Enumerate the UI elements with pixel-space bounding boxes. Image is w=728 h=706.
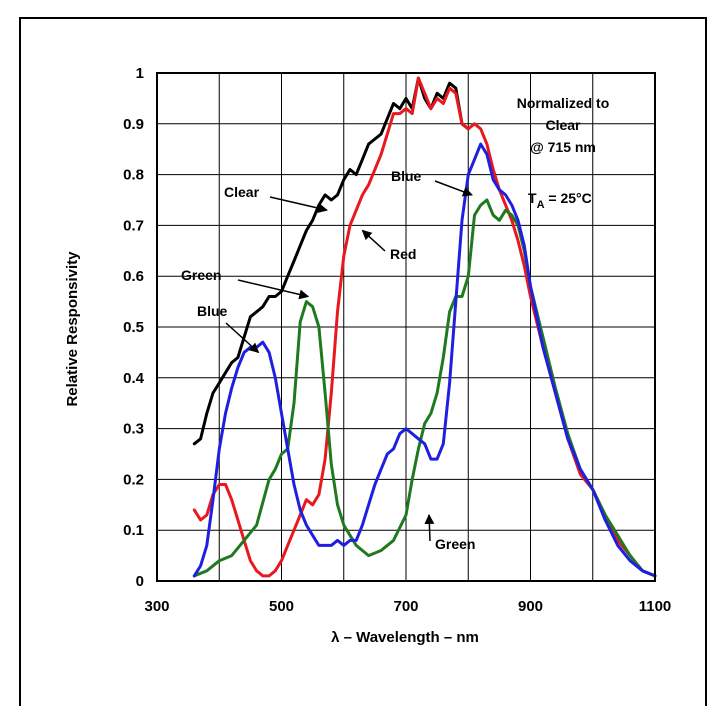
x-tick-label: 900: [518, 598, 543, 615]
y-tick-label: 1: [136, 65, 144, 82]
annotation-label-blue: Blue: [391, 168, 422, 184]
annotation-arrow: [225, 322, 260, 354]
tick-labels: 300 500 700 900 1100 0 0.1 0.2 0.3 0.4 0.5 0.6 0.7 0.…: [123, 65, 671, 615]
y-tick-label: 0.8: [123, 167, 144, 184]
y-tick-label: 0.2: [123, 471, 144, 488]
y-tick-label: 0.6: [123, 268, 144, 285]
x-tick-label: 700: [393, 598, 418, 615]
plot-border: [156, 72, 656, 582]
y-tick-label: 0.7: [123, 217, 144, 234]
annotation-arrow: [237, 279, 310, 300]
annotation-label-blue: Blue: [197, 303, 228, 319]
series-line-red: [192, 76, 657, 578]
series-line-green: [192, 198, 657, 578]
series-layer: [192, 76, 657, 578]
y-tick-label: 0.3: [123, 421, 144, 438]
temperature-note: TA = 25°C: [528, 190, 592, 211]
y-tick-label: 0.5: [123, 319, 144, 336]
temp-subscript: A: [537, 199, 545, 211]
note-line-2: Clear: [545, 117, 581, 133]
note-line-1: Normalized to: [517, 95, 610, 111]
annotation-label-red: Red: [390, 246, 416, 262]
y-tick-label: 0.4: [123, 370, 145, 387]
y-tick-label: 0.9: [123, 116, 144, 133]
y-axis-label: Relative Responsivity: [64, 251, 81, 407]
normalization-note: Normalized to Clear @ 715 nm TA = 25°C: [517, 95, 610, 211]
annotation-arrow: [269, 196, 328, 214]
temp-rest: = 25°C: [545, 190, 592, 206]
note-line-3: @ 715 nm: [530, 139, 596, 155]
annotation-layer: Clear Red Green Blue Blue Green: [181, 168, 475, 552]
series-line-blue: [192, 142, 657, 578]
x-axis-label: λ – Wavelength – nm: [331, 629, 479, 646]
x-tick-label: 500: [269, 598, 294, 615]
annotation-arrow: [424, 513, 435, 542]
x-tick-label: 300: [144, 598, 169, 615]
annotation-label-green: Green: [435, 536, 475, 552]
y-tick-label: 0: [136, 573, 144, 590]
figure-frame: [19, 17, 707, 706]
annotation-label-clear: Clear: [224, 184, 260, 200]
grid-lines: [157, 73, 655, 581]
annotation-label-green: Green: [181, 267, 221, 283]
y-tick-label: 0.1: [123, 522, 144, 539]
annotation-arrow: [434, 180, 473, 197]
annotation-arrow: [361, 229, 386, 252]
x-tick-label: 1100: [639, 598, 672, 615]
temp-main: T: [528, 190, 537, 206]
